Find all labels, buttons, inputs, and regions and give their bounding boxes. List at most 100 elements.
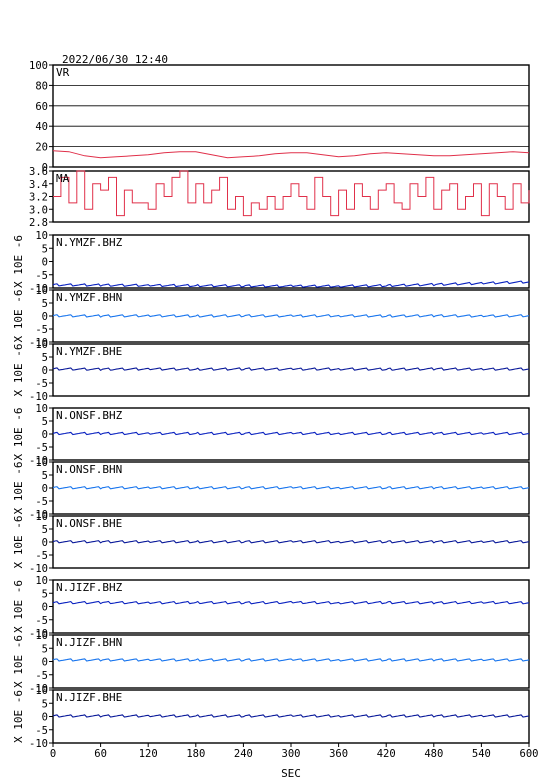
panel-title: N.ONSF.BHZ — [56, 409, 123, 422]
y-tick-label: 40 — [35, 121, 48, 133]
panel-frame — [52, 64, 530, 168]
y-tick-label: 5 — [42, 524, 48, 536]
y-tick-label: 10 — [35, 685, 48, 697]
y-tick-label: -10 — [29, 337, 48, 349]
y-tick-label: -10 — [29, 563, 48, 575]
y-unit-label: X 10E -6 — [12, 580, 25, 633]
y-tick-label: 10 — [35, 511, 48, 523]
x-axis: 0 60 120 180 240 300 360 420 480 540 600 — [50, 743, 539, 760]
y-unit-label: X 10E -6 — [12, 290, 25, 343]
y-unit-label: X 10E -6 — [12, 635, 25, 688]
panel-frame — [52, 289, 530, 343]
y-tick-label: -5 — [35, 270, 48, 282]
y-tick-label: 3.0 — [29, 204, 48, 216]
y-tick-label: 0 — [42, 602, 48, 614]
series-line — [52, 150, 530, 159]
y-tick-label: -5 — [35, 550, 48, 562]
y-tick-label: -10 — [29, 455, 48, 467]
y-tick-label: 5 — [42, 352, 48, 364]
series-line — [52, 486, 530, 490]
y-tick-label: 10 — [35, 575, 48, 587]
y-tick-label: -5 — [35, 324, 48, 336]
y-tick-label: 0 — [42, 162, 48, 174]
series-line — [52, 367, 530, 371]
y-tick-label: 5 — [42, 698, 48, 710]
y-tick-label: 0 — [42, 257, 48, 269]
y-tick-label: 0 — [42, 365, 48, 377]
chart-panel: 105 0-5-10 X 10E -6 N.YMZF.BHZ — [12, 230, 530, 295]
panel-title: N.JIZF.BHZ — [56, 581, 123, 594]
y-tick-label: 5 — [42, 416, 48, 428]
y-tick-label: 0 — [42, 712, 48, 724]
panel-frame — [52, 461, 530, 515]
y-tick-label: 0 — [42, 657, 48, 669]
timestamp-header: 2022/06/30 12:40 — [62, 53, 168, 66]
y-tick-label: 0 — [42, 537, 48, 549]
panel-title: N.JIZF.BHE — [56, 691, 122, 704]
panel-frame — [52, 234, 530, 289]
y-tick-label: 5 — [42, 298, 48, 310]
x-tick-label: 600 — [520, 748, 539, 760]
y-tick-label: 0 — [42, 429, 48, 441]
y-tick-label: 10 — [35, 403, 48, 415]
y-tick-label: -10 — [29, 628, 48, 640]
series-line — [52, 314, 530, 318]
panels-group: 100806040200VR3.63.43.23.02.8MA1050-5-10… — [12, 60, 530, 750]
y-tick-label: 10 — [35, 230, 48, 242]
series-line — [52, 540, 530, 544]
y-tick-label: -10 — [29, 283, 48, 295]
y-unit-label: X 10E -6 — [12, 516, 25, 569]
x-tick-label: 420 — [377, 748, 396, 760]
y-tick-label: 5 — [42, 588, 48, 600]
series-line — [52, 658, 530, 662]
x-tick-label: 120 — [139, 748, 158, 760]
panel-title: VR — [56, 66, 70, 79]
y-tick-label: 10 — [35, 457, 48, 469]
x-tick-label: 240 — [234, 748, 253, 760]
x-tick-label: 480 — [424, 748, 443, 760]
y-unit-label: X 10E -6 — [12, 408, 25, 461]
y-unit-label: X 10E -6 — [12, 344, 25, 397]
panel-frame — [52, 579, 530, 634]
y-tick-label: -5 — [35, 725, 48, 737]
y-tick-label: 10 — [35, 630, 48, 642]
x-tick-label: 540 — [472, 748, 491, 760]
series-line — [52, 600, 530, 605]
y-tick-label: 0 — [42, 311, 48, 323]
y-tick-label: 3.4 — [29, 179, 48, 191]
x-tick-label: 360 — [329, 748, 348, 760]
panel-title: MA — [56, 172, 70, 185]
series-line — [52, 714, 530, 718]
y-tick-label: 5 — [42, 643, 48, 655]
y-tick-label: 3.6 — [29, 166, 48, 178]
y-tick-label: 5 — [42, 470, 48, 482]
panel-title: N.JIZF.BHN — [56, 636, 122, 649]
chart-panel: 100 80 60 40 20 0 VR — [29, 60, 530, 174]
y-tick-label: -5 — [35, 496, 48, 508]
y-tick-label: -5 — [35, 378, 48, 390]
series-line — [53, 170, 530, 217]
x-tick-label: 180 — [186, 748, 205, 760]
panel-title: N.YMZF.BHE — [56, 345, 122, 358]
x-tick-label: 60 — [94, 748, 107, 760]
y-tick-label: 100 — [29, 60, 48, 72]
y-unit-label: X 10E -6 — [12, 235, 25, 288]
x-tick-label: 300 — [282, 748, 301, 760]
x-tick-label: 0 — [50, 748, 56, 760]
y-tick-label: 5 — [42, 243, 48, 255]
y-unit-label: X 10E -6 — [12, 690, 25, 743]
y-tick-label: -10 — [29, 391, 48, 403]
y-tick-label: 20 — [35, 142, 48, 154]
panel-title: N.YMZF.BHZ — [56, 236, 123, 249]
chart-panel: 3.63.43.23.02.8 MA — [29, 166, 530, 229]
panel-frame — [52, 515, 530, 569]
y-tick-label: 2.8 — [29, 217, 48, 229]
